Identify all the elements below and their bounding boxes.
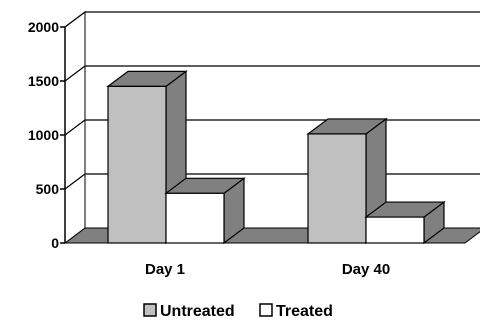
legend-swatch-untreated xyxy=(143,303,157,317)
y-tick-label: 500 xyxy=(36,181,60,197)
bars xyxy=(106,70,446,245)
bar-front xyxy=(165,192,225,244)
x-category-label: Day 1 xyxy=(145,261,185,278)
y-tick-label: 2000 xyxy=(28,19,59,35)
bar-front xyxy=(307,133,367,244)
legend-swatch-treated xyxy=(259,303,273,317)
y-axis: 0 500 1000 1500 2000 xyxy=(28,19,66,251)
gridline xyxy=(64,65,480,82)
legend: Untreated Treated xyxy=(143,303,333,320)
bar-untreated-day-1 xyxy=(106,70,188,245)
bar-treated-day-1 xyxy=(164,177,246,245)
bar-front xyxy=(365,216,425,244)
x-category-label: Day 40 xyxy=(342,261,390,278)
y-tick-label: 1500 xyxy=(28,73,59,89)
legend-label-treated: Treated xyxy=(276,303,333,320)
y-tick-label: 0 xyxy=(51,235,59,251)
y-tick-label: 1000 xyxy=(28,127,59,143)
category-labels: Day 1 Day 40 xyxy=(145,261,390,278)
gridline xyxy=(64,11,480,28)
legend-label-untreated: Untreated xyxy=(160,303,235,320)
bar-treated-day-40 xyxy=(364,200,446,245)
bar-front xyxy=(107,85,167,244)
